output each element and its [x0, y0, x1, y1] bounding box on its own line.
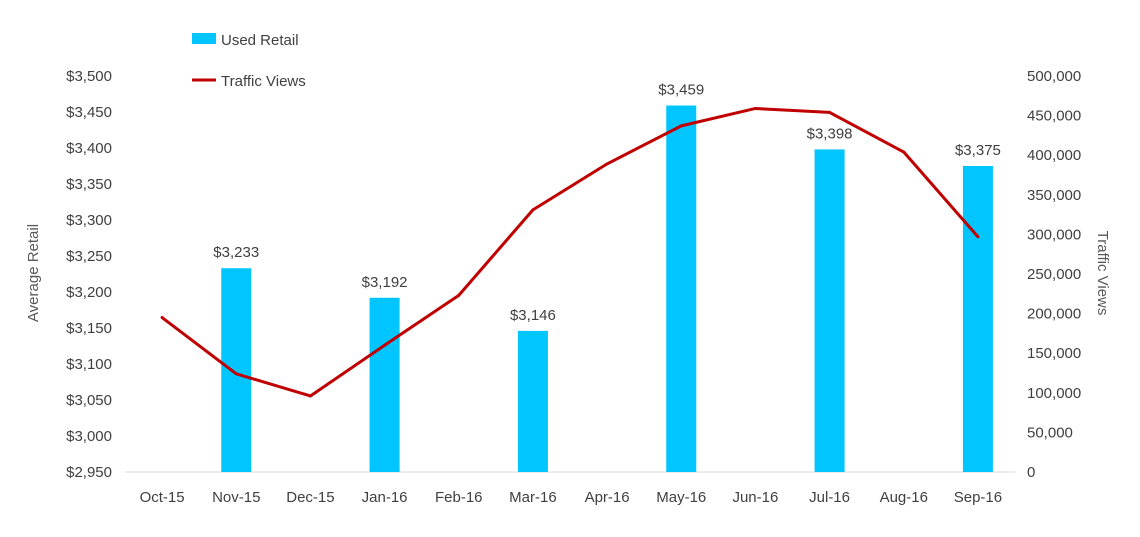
bar [666, 105, 697, 473]
bar-data-label: $3,459 [658, 82, 704, 99]
bar-data-label: $3,375 [955, 142, 1001, 159]
y-right-tick-label: 0 [1027, 464, 1035, 481]
x-tick-label: May-16 [656, 489, 706, 506]
x-tick-label: Oct-15 [140, 489, 185, 506]
traffic-views-line [161, 106, 980, 398]
y-right-tick-label: 500,000 [1027, 68, 1081, 85]
line-point [679, 124, 683, 128]
y-right-tick-label: 400,000 [1027, 147, 1081, 164]
line-point [308, 394, 312, 398]
line-point [753, 106, 757, 110]
y-left-tick-label: $3,050 [66, 392, 112, 409]
y-right-tick-label: 100,000 [1027, 385, 1081, 402]
y-right-tick-label: 300,000 [1027, 226, 1081, 243]
x-tick-label: Apr-16 [585, 489, 630, 506]
legend-label-traffic-views: Traffic Views [221, 73, 306, 90]
y-right-tick-label: 150,000 [1027, 345, 1081, 362]
x-tick-label: Jun-16 [732, 489, 778, 506]
bar-data-labels: $3,233 $3,192 $3,146 $3,459 $3,398 $3,375 [213, 82, 1001, 324]
x-tick-label: Mar-16 [509, 489, 557, 506]
y-right-tick-label: 250,000 [1027, 266, 1081, 283]
y-left-tick-label: $3,150 [66, 320, 112, 337]
y-left-axis-title: Average Retail [25, 224, 42, 322]
bar [369, 297, 400, 472]
line-point [160, 316, 164, 320]
legend-label-used-retail: Used Retail [221, 32, 299, 49]
y-right-tick-label: 350,000 [1027, 187, 1081, 204]
x-tick-label: Aug-16 [880, 489, 928, 506]
line-point [976, 235, 980, 239]
bar [517, 330, 548, 472]
y-left-tick-label: $3,300 [66, 212, 112, 229]
x-tick-label: Jan-16 [362, 489, 408, 506]
legend: Used Retail Traffic Views [192, 32, 306, 90]
bar-data-label: $3,233 [213, 244, 259, 261]
legend-swatch-used-retail [192, 33, 216, 44]
line-point [531, 208, 535, 212]
y-left-tick-label: $2,950 [66, 464, 112, 481]
bar [962, 166, 993, 472]
line-point [457, 293, 461, 297]
y-left-tick-label: $3,250 [66, 248, 112, 265]
y-left-tick-labels: $2,950 $3,000 $3,050 $3,100 $3,150 $3,200 $3,2… [66, 68, 112, 481]
x-tick-label: Jul-16 [809, 489, 850, 506]
x-tick-label: Dec-15 [286, 489, 334, 506]
bar-data-label: $3,398 [807, 125, 853, 142]
y-right-tick-label: 450,000 [1027, 108, 1081, 125]
y-right-tick-labels: 0 50,000 100,000 150,000 200,000 250,000 300,0… [1027, 68, 1081, 481]
bar-data-label: $3,192 [362, 274, 408, 291]
y-left-tick-label: $3,500 [66, 68, 112, 85]
line-point [234, 372, 238, 376]
line-point [902, 150, 906, 154]
y-left-tick-label: $3,400 [66, 140, 112, 157]
y-right-tick-label: 200,000 [1027, 306, 1081, 323]
y-left-tick-label: $3,100 [66, 356, 112, 373]
bar [814, 149, 845, 472]
x-tick-label: Feb-16 [435, 489, 483, 506]
y-right-tick-label: 50,000 [1027, 424, 1073, 441]
line-point [383, 343, 387, 347]
x-tick-labels: Oct-15 Nov-15 Dec-15 Jan-16 Feb-16 Mar-16 Apr-… [140, 489, 1003, 506]
line-point [605, 162, 609, 166]
y-right-axis-title: Traffic Views [1094, 231, 1111, 316]
bar-data-label: $3,146 [510, 307, 556, 324]
line-point [828, 110, 832, 114]
y-left-tick-label: $3,000 [66, 428, 112, 445]
bar [221, 268, 252, 472]
y-left-tick-label: $3,350 [66, 176, 112, 193]
y-left-tick-label: $3,200 [66, 284, 112, 301]
bar-series-used-retail [221, 105, 993, 473]
x-tick-label: Sep-16 [954, 489, 1002, 506]
line-series-traffic-views [160, 106, 980, 398]
x-tick-label: Nov-15 [212, 489, 260, 506]
y-left-tick-label: $3,450 [66, 104, 112, 121]
